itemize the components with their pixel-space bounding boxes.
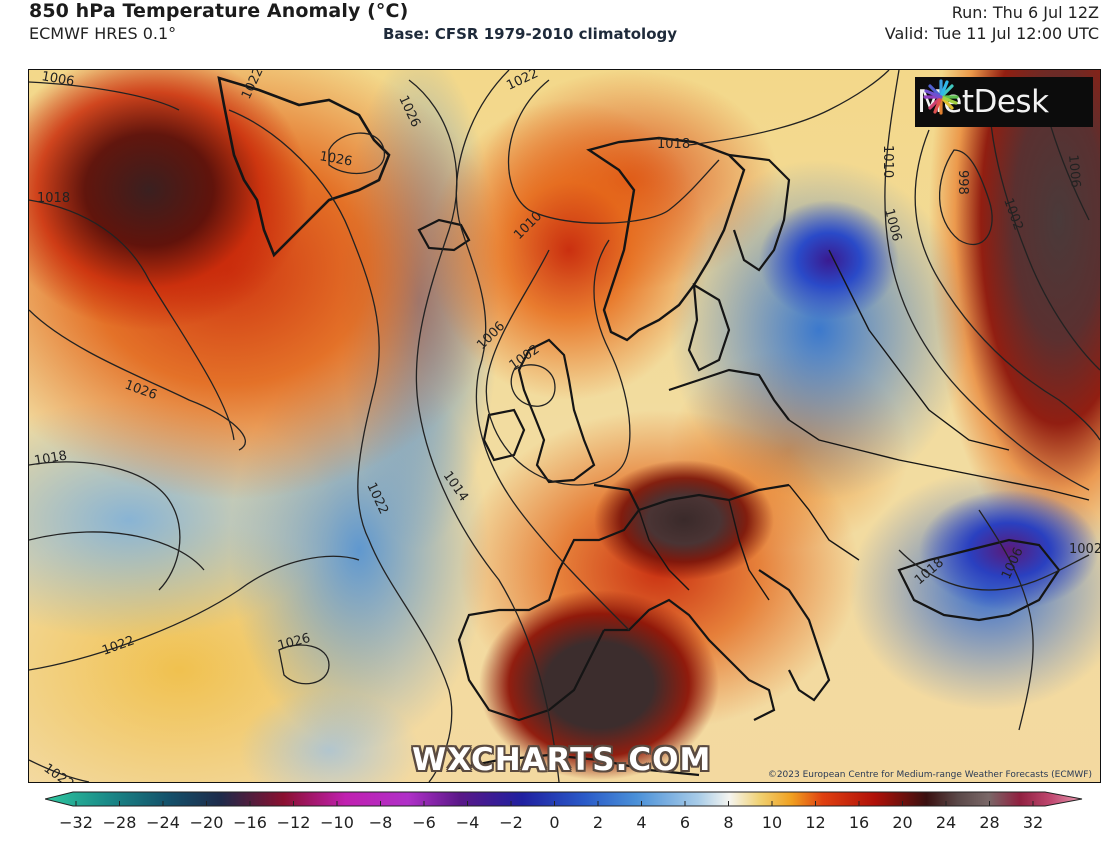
colorbar-tick-label: −28 <box>102 813 137 832</box>
run-time-label: Run: Thu 6 Jul 12Z <box>951 3 1099 22</box>
colorbar-tick-label: −8 <box>368 813 393 832</box>
colorbar-tick-label: 6 <box>679 813 691 832</box>
colorbar-tick-label: 24 <box>935 813 957 832</box>
valid-time-label: Valid: Tue 11 Jul 12:00 UTC <box>884 24 1099 43</box>
isobar-label: 1002 <box>507 342 543 373</box>
isobar-label: 1006 <box>999 545 1027 581</box>
isobar-label: 1006 <box>1065 154 1083 188</box>
colorbar-tick-label: 2 <box>592 813 604 832</box>
isobar-label: 1026 <box>395 93 423 129</box>
colorbar-tick-label: 12 <box>805 813 826 832</box>
climatology-base-label: Base: CFSR 1979-2010 climatology <box>383 25 678 43</box>
colorbar-tick-label: −2 <box>499 813 523 832</box>
isobar-label: 1026 <box>123 378 159 403</box>
colorbar-tick-label: 8 <box>723 813 734 832</box>
isobar-label: 1022 <box>363 480 391 516</box>
colorbar <box>45 791 1083 807</box>
chart-title: 850 hPa Temperature Anomaly (°C) <box>29 0 409 22</box>
colorbar-tick-label: −20 <box>189 813 224 832</box>
colorbar-tick-label: 20 <box>892 813 913 832</box>
isobar-label: 1006 <box>474 319 508 353</box>
isobar-label: 1018 <box>33 448 68 469</box>
isobar-label: 1022 <box>100 633 136 658</box>
isobar-label: 1022 <box>239 70 267 102</box>
isobar-label: 1018 <box>657 137 690 152</box>
isobar-label: 1026 <box>276 631 312 654</box>
colorbar-tick-label: 4 <box>636 813 647 832</box>
isobar-label: 1014 <box>440 469 471 505</box>
isobar-label: 1018 <box>37 191 70 206</box>
isobar-label: 998 <box>955 170 970 195</box>
isobar-label: 1002 <box>1000 196 1025 232</box>
wxcharts-watermark: WXCHARTS.COM <box>412 742 712 778</box>
isobar-label: 1022 <box>41 761 77 782</box>
isobar-label: 1010 <box>511 209 545 243</box>
isobar-label: 1010 <box>880 145 895 178</box>
colorbar-tick-label: 28 <box>979 813 1000 832</box>
metdesk-logo: MetDesk <box>915 77 1093 127</box>
colorbar-tick-label: −12 <box>276 813 311 832</box>
model-label: ECMWF HRES 0.1° <box>29 24 177 43</box>
colorbar-tick-label: −32 <box>59 813 93 832</box>
colorbar-tick-label: −24 <box>146 813 180 832</box>
colorbar-tick-label: 16 <box>848 813 870 832</box>
colorbar-tick-label: −6 <box>412 813 436 832</box>
isobar-label: 1006 <box>40 70 75 90</box>
metdesk-starburst-icon <box>923 79 959 115</box>
colorbar-tick-label: 32 <box>1022 813 1044 832</box>
colorbar-tick-label: −16 <box>233 813 267 832</box>
isobar-label: 1026 <box>318 149 353 170</box>
isobar-labels: 1006 1022 1026 1026 1018 1022 1018 1010 1010 1006… <box>33 70 1100 782</box>
colorbar-tick-label: −10 <box>320 813 354 832</box>
isobar-label: 1006 <box>881 207 904 243</box>
isobar-label: 1002 <box>1069 542 1100 557</box>
colorbar-tick-label: −4 <box>455 813 480 832</box>
coastlines <box>217 76 1090 777</box>
ecmwf-copyright: ©2023 European Centre for Medium-range W… <box>767 770 1092 780</box>
colorbar-tick-label: 10 <box>761 813 783 832</box>
colorbar-tick-label: 0 <box>549 813 560 832</box>
isobars <box>29 70 1100 782</box>
anomaly-map: 1006 1022 1026 1026 1018 1022 1018 1010 1010 1006… <box>28 69 1101 783</box>
map-overlay: 1006 1022 1026 1026 1018 1022 1018 1010 1010 1006… <box>29 70 1100 782</box>
isobar-label: 1022 <box>504 70 540 94</box>
